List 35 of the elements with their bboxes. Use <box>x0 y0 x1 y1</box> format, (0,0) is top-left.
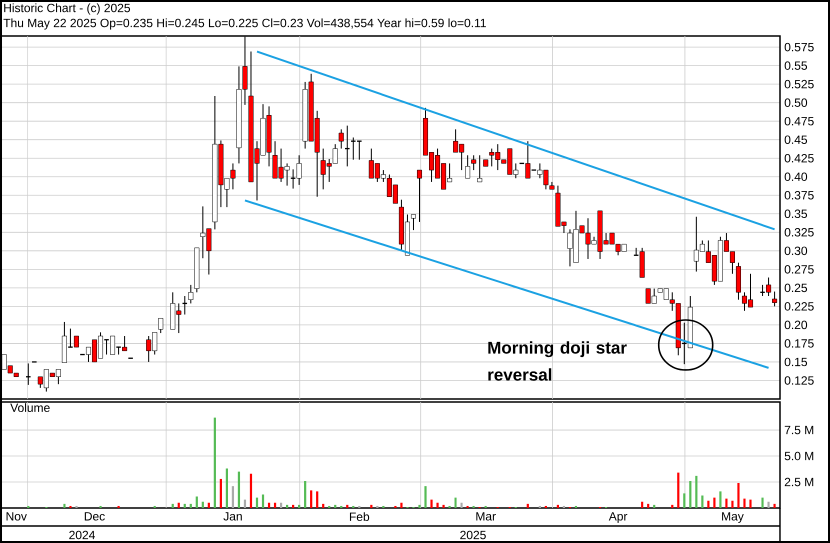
y-tick-label: 0.45 <box>784 135 808 144</box>
x-tick-label: Apr <box>608 512 628 523</box>
y-tick-label: 0.55 <box>784 61 808 70</box>
x-tick-label: Nov <box>6 512 27 521</box>
x-tick-label: Mar <box>476 512 496 521</box>
y-tick-label: 0.525 <box>784 80 814 88</box>
chart-subtitle: Thu May 22 2025 Op=0.235 Hi=0.245 Lo=0.225 Cl=0.23 Vol=438,554 Year hi=0.59 lo=0.11 <box>3 18 486 30</box>
y-tick-label: 0.35 <box>784 210 808 218</box>
y-tick-label: 0.425 <box>784 154 814 162</box>
y-tick-label: 0.375 <box>784 191 814 200</box>
y-tick-label: 2.5 M <box>784 478 814 486</box>
y-tick-label: 0.30 <box>784 246 808 256</box>
y-tick-label: 0.225 <box>784 302 814 311</box>
y-tick-label: 0.325 <box>784 228 814 237</box>
x-tick-label: May <box>722 512 744 523</box>
y-tick-label: 7.5 M <box>784 426 814 434</box>
y-tick-label: 0.475 <box>784 116 814 126</box>
y-tick-label: 5.0 M <box>784 452 814 460</box>
y-tick-label: 0.175 <box>784 339 814 348</box>
y-tick-label: 0.40 <box>784 172 808 181</box>
chart-title: Historic Chart - (c) 2025 <box>4 3 130 15</box>
annotation: Morning doji star reversal <box>488 341 627 381</box>
y-tick-label: 0.25 <box>784 284 808 292</box>
text: 2025 <box>460 530 486 540</box>
y-tick-label: 0.15 <box>784 358 808 366</box>
chart-title: Volume <box>10 403 50 412</box>
y-tick-label: 0.50 <box>784 98 808 107</box>
y-tick-label: 0.275 <box>784 265 814 274</box>
y-tick-label: 0.575 <box>784 42 814 52</box>
x-tick-label: Dec <box>84 512 105 521</box>
y-tick-label: 0.20 <box>784 320 808 330</box>
x-tick-label: Feb <box>350 512 370 521</box>
x-tick-label: Jan <box>223 512 242 521</box>
y-tick-label: 0.125 <box>784 376 814 385</box>
text: 2024 <box>69 530 95 540</box>
